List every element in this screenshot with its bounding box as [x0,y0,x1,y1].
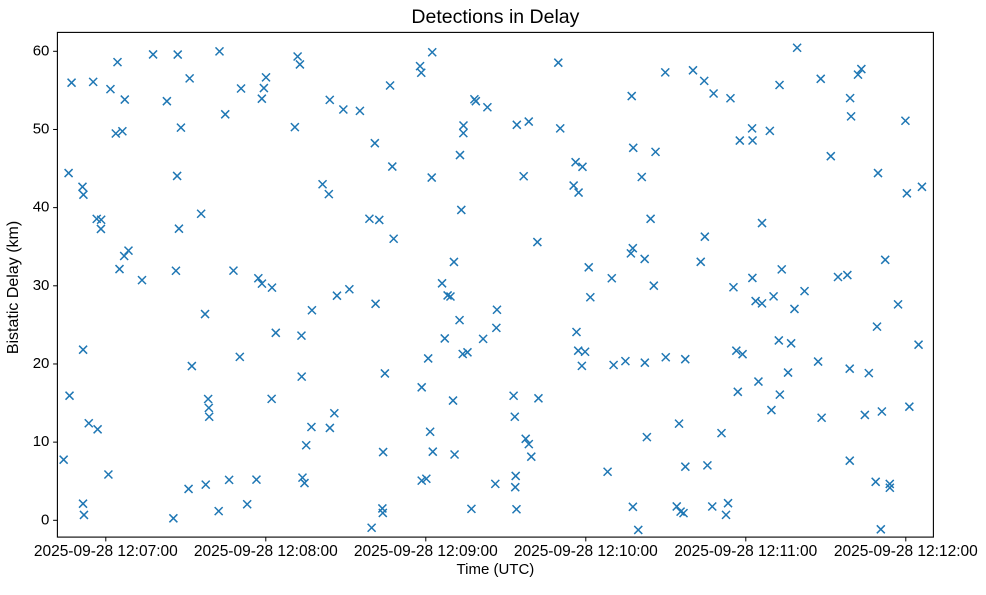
svg-text:Time (UTC): Time (UTC) [457,561,535,578]
svg-text:20: 20 [33,355,50,372]
svg-text:2025-09-28 12:09:00: 2025-09-28 12:09:00 [354,543,498,560]
svg-text:0: 0 [41,511,49,528]
svg-text:10: 10 [33,433,50,450]
svg-text:2025-09-28 12:12:00: 2025-09-28 12:12:00 [834,543,978,560]
svg-text:50: 50 [33,120,50,137]
svg-text:Detections in Delay: Detections in Delay [411,6,579,28]
svg-text:Bistatic Delay (km): Bistatic Delay (km) [5,221,22,354]
svg-text:40: 40 [33,199,50,216]
svg-text:2025-09-28 12:11:00: 2025-09-28 12:11:00 [674,543,817,560]
svg-text:30: 30 [33,277,50,294]
svg-text:2025-09-28 12:07:00: 2025-09-28 12:07:00 [34,543,178,560]
svg-text:2025-09-28 12:10:00: 2025-09-28 12:10:00 [514,543,658,560]
svg-text:2025-09-28 12:08:00: 2025-09-28 12:08:00 [194,543,338,560]
svg-text:60: 60 [33,42,50,59]
